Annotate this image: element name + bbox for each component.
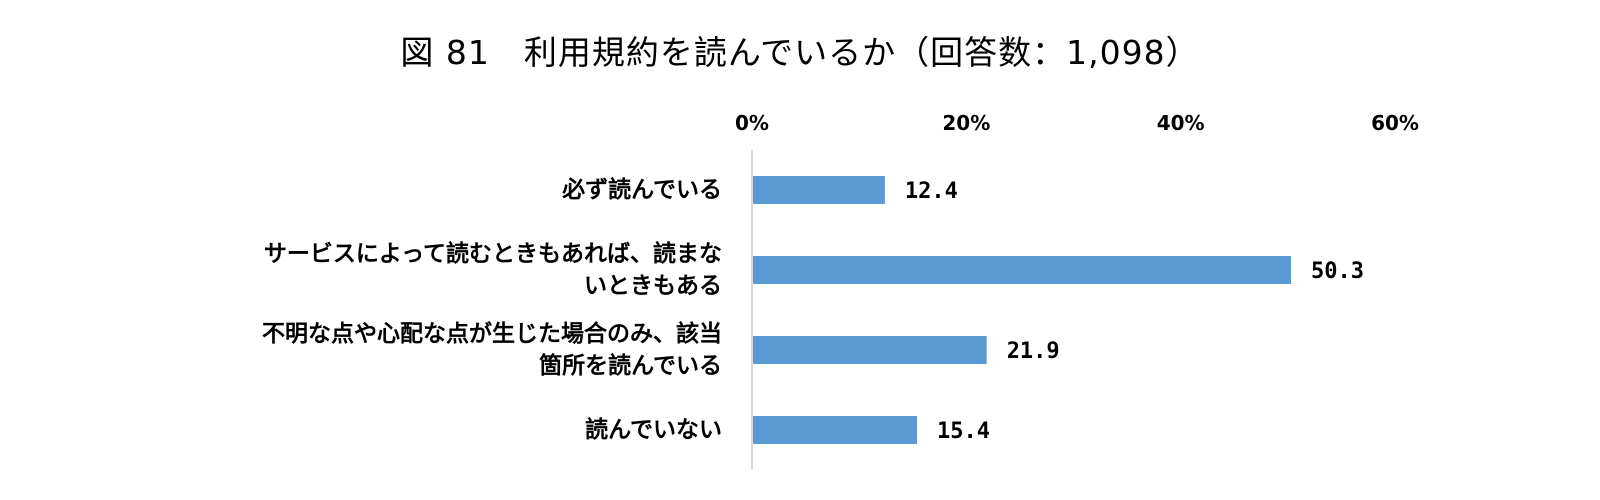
- category-label-line: 読んでいない: [585, 417, 722, 443]
- x-tick-label: 20%: [942, 111, 990, 135]
- category-label-line: 箇所を読んでいる: [539, 353, 722, 379]
- category-label: 必ず読んでいる: [122, 174, 722, 206]
- category-label-line: いときもある: [584, 273, 722, 299]
- bar: [753, 256, 1292, 284]
- category-label: 読んでいない: [122, 414, 722, 446]
- category-label: 不明な点や心配な点が生じた場合のみ、該当箇所を読んでいる: [122, 318, 722, 382]
- data-label: 15.4: [937, 419, 990, 444]
- category-label-line: サービスによって読むときもあれば、読まな: [263, 241, 722, 267]
- bar: [753, 176, 885, 204]
- bar: [753, 336, 987, 364]
- data-label: 12.4: [905, 179, 958, 204]
- x-tick-label: 60%: [1371, 111, 1419, 135]
- category-label: サービスによって読むときもあれば、読まないときもある: [122, 238, 722, 302]
- x-tick-label: 0%: [735, 111, 769, 135]
- chart-title: 図 81 利用規約を読んでいるか（回答数：1,098）: [400, 33, 1200, 72]
- x-tick-label: 40%: [1157, 111, 1205, 135]
- category-label-line: 必ず読んでいる: [562, 177, 722, 203]
- data-label: 21.9: [1007, 339, 1060, 364]
- category-label-line: 不明な点や心配な点が生じた場合のみ、該当: [262, 321, 722, 347]
- data-label: 50.3: [1311, 259, 1364, 284]
- bar: [753, 416, 918, 444]
